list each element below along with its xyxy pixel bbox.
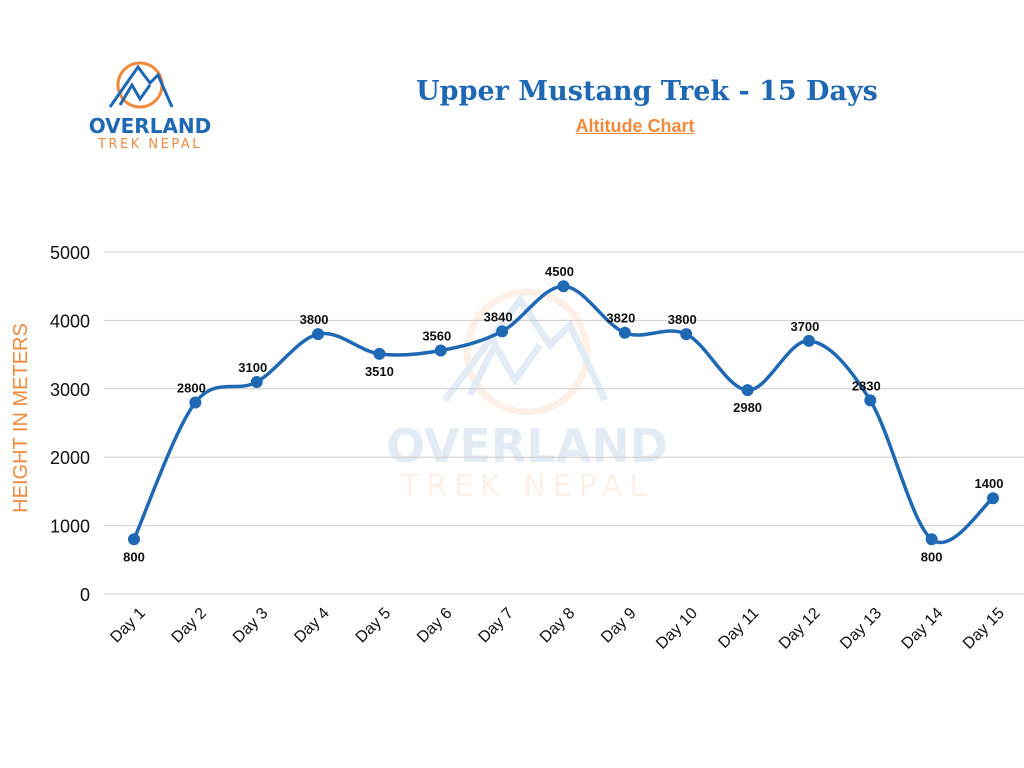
x-tick-label: Day 12: [776, 605, 824, 653]
x-tick-label: Day 11: [715, 605, 762, 652]
logo-line1: OVERLAND: [89, 114, 212, 138]
chart-title: Upper Mustang Trek - 15 Days: [416, 76, 878, 107]
altitude-line: [132, 284, 995, 545]
data-label: 2980: [733, 400, 762, 415]
data-point: [925, 533, 938, 546]
data-label: 3100: [238, 360, 267, 375]
y-tick-label: 3000: [50, 380, 90, 400]
data-point: [864, 394, 877, 407]
data-point: [373, 347, 386, 360]
data-label: 3700: [790, 319, 819, 334]
data-point: [618, 326, 631, 339]
watermark-line1: OVERLAND: [386, 419, 668, 473]
data-label: 3560: [422, 328, 451, 343]
x-tick-label: Day 3: [230, 605, 272, 647]
data-label: 3510: [365, 364, 394, 379]
data-point: [250, 375, 263, 388]
watermark-logo: OVERLAND TREK NEPAL: [386, 288, 668, 504]
x-tick-label: Day 2: [169, 605, 211, 647]
data-label: 2830: [852, 378, 881, 393]
x-tick-label: Day 14: [899, 605, 947, 653]
y-tick-label: 5000: [50, 243, 90, 263]
data-label: 800: [123, 549, 145, 564]
data-point: [557, 280, 570, 293]
chart-subtitle: Altitude Chart: [575, 116, 695, 136]
data-point: [680, 328, 693, 341]
watermark-line2: TREK NEPAL: [400, 469, 653, 504]
y-tick-label: 0: [80, 585, 90, 605]
x-tick-label: Day 7: [475, 605, 517, 647]
data-point: [741, 384, 754, 397]
x-tick-label: Day 5: [353, 605, 395, 647]
y-tick-label: 1000: [50, 517, 90, 537]
y-axis-label: HEIGHT IN METERS: [10, 323, 32, 513]
data-point: [189, 396, 202, 409]
data-label: 3820: [606, 311, 635, 326]
x-tick-label: Day 4: [291, 605, 333, 647]
data-label: 1400: [975, 476, 1004, 491]
data-label: 3840: [484, 309, 513, 324]
x-tick-label: Day 13: [837, 605, 885, 653]
x-tick-label: Day 6: [414, 605, 456, 647]
data-point: [802, 334, 815, 347]
data-point: [128, 533, 140, 546]
data-label: 3800: [300, 312, 329, 327]
company-logo: OVERLAND TREK NEPAL: [70, 55, 230, 155]
data-point: [987, 492, 999, 505]
logo-line2: TREK NEPAL: [97, 137, 202, 152]
data-label: 800: [921, 549, 943, 564]
x-tick-label: Day 8: [537, 605, 579, 647]
data-label: 3800: [668, 312, 697, 327]
x-tick-label: Day 1: [107, 605, 149, 647]
data-point: [434, 344, 447, 357]
data-point: [312, 328, 325, 341]
y-tick-label: 2000: [50, 448, 90, 468]
data-label: 2800: [177, 380, 206, 395]
x-tick-label: Day 9: [598, 605, 640, 647]
data-label: 4500: [545, 264, 574, 279]
data-point: [496, 325, 509, 338]
x-tick-label: Day 10: [653, 605, 701, 653]
y-tick-label: 4000: [50, 311, 90, 331]
x-tick-label: Day 15: [960, 605, 1008, 653]
